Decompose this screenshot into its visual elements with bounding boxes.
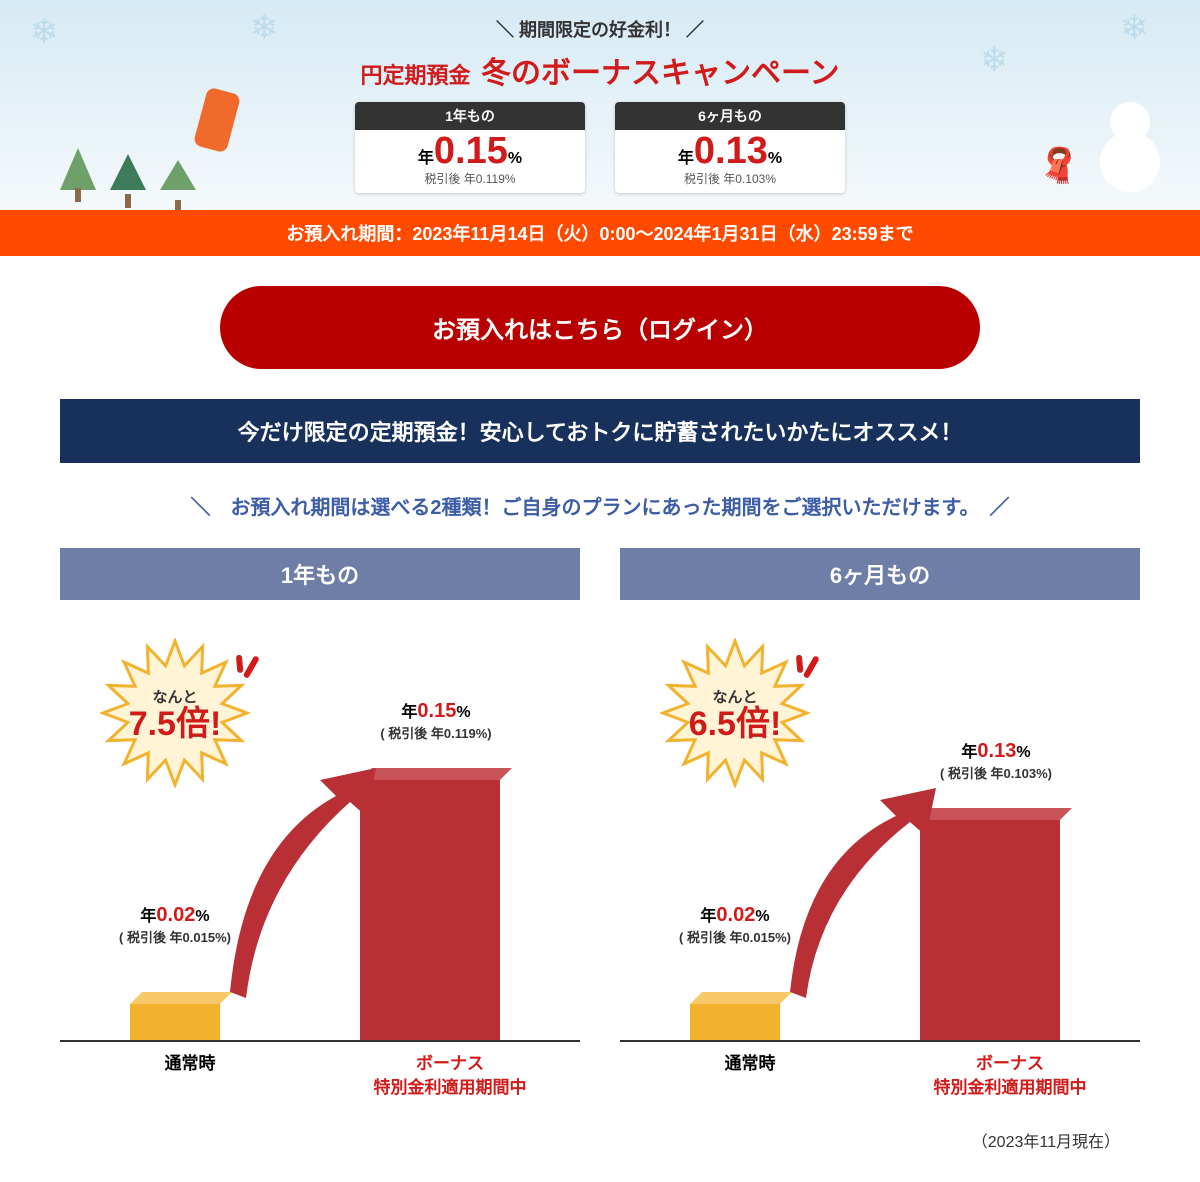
rate-value: 年0.13%: [615, 130, 845, 170]
deposit-login-button[interactable]: お預入れはこちら（ログイン）: [220, 286, 980, 369]
rate-value: 年0.15%: [355, 130, 585, 170]
campaign-banner: 期間限定の好金利！ 円定期預金 冬のボーナスキャンペーン 1年もの年0.15%税…: [0, 0, 1200, 210]
rate-term: 6ヶ月もの: [615, 102, 845, 130]
axis-labels: 通常時ボーナス特別金利適用期間中: [60, 1052, 580, 1100]
chart-pane-1: 6ヶ月ものなんと6.5倍! 年0.13%( 税引後 年0.103%) 年0.02%(…: [620, 548, 1140, 1100]
axis-bonus: ボーナス特別金利適用期間中: [320, 1052, 580, 1100]
child-icon: 🧣: [1038, 146, 1080, 186]
axis-bonus: ボーナス特別金利適用期間中: [880, 1052, 1140, 1100]
bonus-label: 年0.15%( 税引後 年0.119%): [346, 698, 526, 742]
snowman-icon: [1100, 102, 1160, 192]
up-arrow-icon: [780, 782, 940, 1002]
banner-tagline: 期間限定の好金利！: [0, 0, 1200, 42]
headline-bar: 今だけ限定の定期預金！安心しておトクに貯蓄されたいかたにオススメ！: [60, 399, 1140, 463]
snowflake-icon: ❄: [30, 12, 59, 52]
bonus-label: 年0.13%( 税引後 年0.103%): [906, 738, 1086, 782]
pane-body: なんと6.5倍! 年0.13%( 税引後 年0.103%) 年0.02%( 税引後 …: [620, 612, 1140, 1042]
tree-icon: [60, 148, 96, 190]
pane-head: 6ヶ月もの: [620, 548, 1140, 600]
tree-icon: [110, 154, 146, 190]
bonus-bar: [360, 780, 500, 1040]
normal-label: 年0.02%( 税引後 年0.015%): [90, 902, 260, 946]
comparison-charts: 1年ものなんと7.5倍! 年0.15%( 税引後 年0.119%) 年0.02%( …: [0, 548, 1200, 1100]
rate-term: 1年もの: [355, 102, 585, 130]
banner-title-small: 円定期預金: [361, 63, 471, 88]
axis-normal: 通常時: [60, 1052, 320, 1100]
snowflake-icon: ❄: [980, 40, 1009, 80]
chart-pane-0: 1年ものなんと7.5倍! 年0.15%( 税引後 年0.119%) 年0.02%( …: [60, 548, 580, 1100]
rate-box-1: 6ヶ月もの年0.13%税引後 年0.103%: [615, 102, 845, 193]
as-of-note: （2023年11月現在）: [0, 1100, 1200, 1182]
rate-box-0: 1年もの年0.15%税引後 年0.119%: [355, 102, 585, 193]
subheading: お預入れ期間は選べる2種類！ご自身のプランにあった期間をご選択いただけます。: [0, 491, 1200, 520]
bonus-bar: [920, 820, 1060, 1040]
multiplier-burst: なんと6.5倍!: [660, 638, 810, 788]
normal-bar: [130, 1004, 220, 1040]
axis-labels: 通常時ボーナス特別金利適用期間中: [620, 1052, 1140, 1100]
banner-title: 円定期預金 冬のボーナスキャンペーン: [0, 48, 1200, 92]
multiplier-burst: なんと7.5倍!: [100, 638, 250, 788]
snowflake-icon: ❄: [250, 8, 279, 48]
rate-aftertax: 税引後 年0.119%: [355, 170, 585, 193]
deposit-period-bar: お預入れ期間：2023年11月14日（火）0:00～2024年1月31日（水）2…: [0, 210, 1200, 256]
pane-body: なんと7.5倍! 年0.15%( 税引後 年0.119%) 年0.02%( 税引後 …: [60, 612, 580, 1042]
normal-label: 年0.02%( 税引後 年0.015%): [650, 902, 820, 946]
axis-normal: 通常時: [620, 1052, 880, 1100]
up-arrow-icon: [220, 762, 380, 1002]
snowflake-icon: ❄: [1120, 8, 1149, 48]
normal-bar: [690, 1004, 780, 1040]
tree-icon: [160, 160, 196, 190]
banner-title-big: 冬のボーナスキャンペーン: [481, 57, 840, 90]
pane-head: 1年もの: [60, 548, 580, 600]
rate-aftertax: 税引後 年0.103%: [615, 170, 845, 193]
